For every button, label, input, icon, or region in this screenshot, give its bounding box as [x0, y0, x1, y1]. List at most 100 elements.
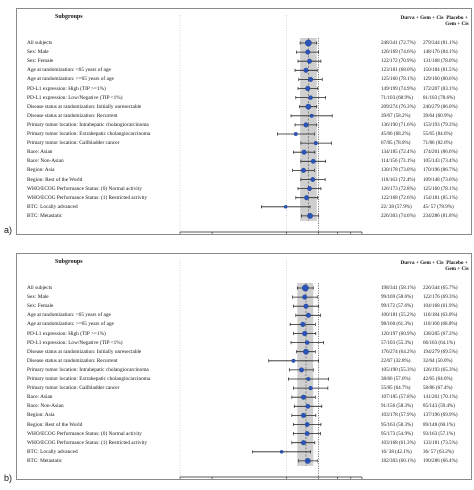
durva-events-value: 55/85 (64.7%) [381, 385, 411, 392]
placebo-events-value: 39/64 (60.9%) [423, 112, 453, 119]
placebo-events-value: 93/163 (57.1%) [423, 430, 455, 437]
panel-a-letter: a) [4, 225, 13, 235]
subgroup-label: Primary tumor location: Gallbladder canc… [27, 140, 120, 147]
hazard-ratio-point [283, 204, 288, 209]
subgroup-label: Region: Rest of the World [27, 421, 83, 428]
subgroup-label: Race: Asian [27, 394, 53, 401]
subgroup-label: WHO/ECOG Performance Status: (1) Restric… [27, 194, 148, 201]
durva-events-value: 248/341 (72.7%) [381, 40, 416, 46]
placebo-events-value: 153/193 (79.3%) [423, 121, 458, 128]
placebo-events-value: 131/168 (78.0%) [423, 58, 458, 65]
panel-b-frame: Subgroups Durva + Gem + Cis Placebo + Ge… [16, 253, 472, 480]
subgroup-label: PD-L1 expression: Low/Negative (TIP <1%) [27, 94, 123, 101]
durva-events-value: 22/67 (32.8%) [381, 357, 411, 364]
placebo-events-value: 133/181 (73.5%) [423, 439, 458, 446]
hazard-ratio-point [307, 186, 312, 192]
placebo-events-value: 36/ 57 (63.2%) [423, 448, 454, 455]
panel-b-letter: b) [4, 473, 13, 483]
placebo-events-value: 109/148 (73.6%) [423, 176, 458, 183]
durva-events-value: 123/181 (68.0%) [381, 67, 416, 74]
hazard-ratio-point [293, 131, 298, 136]
subgroup-label: Disease status at randomization: Recurre… [27, 112, 118, 119]
panel-b-header-subgroups: Subgroups [55, 259, 83, 265]
durva-events-value: 126/169 (74.6%) [381, 49, 416, 56]
hazard-ratio-point [305, 103, 312, 110]
placebo-events-value: 81/103 (78.6%) [423, 94, 455, 101]
durva-events-value: 105/190 (55.3%) [381, 366, 416, 373]
durva-events-value: 100/181 (55.2%) [381, 312, 416, 319]
placebo-events-value: 104/168 (61.9%) [423, 303, 458, 310]
panel-b-header-col1: Durva + Gem + Cis [400, 260, 444, 266]
durva-events-value: 57/103 (55.3%) [381, 339, 413, 346]
subgroup-label: All subjects [27, 285, 53, 291]
hazard-ratio-point [279, 449, 284, 454]
placebo-events-value: 174/201 (86.6%) [423, 149, 458, 156]
hazard-ratio-point [304, 422, 310, 427]
subgroup-label: Race: Asian [27, 149, 53, 156]
placebo-events-value: 125/160 (78.1%) [423, 185, 458, 192]
durva-events-value: 38/66 (57.6%) [381, 376, 411, 382]
subgroup-label: Sex: Female [27, 58, 54, 65]
subgroup-label: Age at randomization: <65 years of age [27, 312, 111, 319]
subgroup-label: Primary tumor location: Extrahepatic cho… [27, 131, 151, 137]
durva-events-value: 98/160 (61.3%) [381, 321, 413, 328]
subgroup-label: Sex: Female [27, 303, 54, 310]
subgroup-label: Region: Asia [27, 167, 55, 174]
subgroup-label: PD-L1 expression: High (TIP >=1%) [27, 330, 106, 337]
placebo-events-value: 170/196 (86.7%) [423, 167, 458, 174]
durva-events-value: 91/156 (58.3%) [381, 403, 413, 410]
hazard-ratio-point [304, 431, 310, 437]
durva-events-value: 71/103 (68.9%) [381, 94, 413, 101]
hazard-ratio-point [301, 149, 307, 155]
hazard-ratio-point [313, 141, 318, 146]
subgroup-label: Region: Rest of the World [27, 176, 83, 183]
durva-events-value: 149/199 (74.9%) [381, 85, 416, 92]
subgroup-label: Sex: Male [27, 294, 49, 301]
subgroup-label: PD-L1 expression: Low/Negative (TIP <1%) [27, 339, 123, 346]
hazard-ratio-point [300, 321, 306, 327]
placebo-events-value: 89/148 (60.1%) [423, 421, 455, 428]
subgroup-label: WHO/ECOG Performance Status: (0) Normal … [27, 430, 142, 437]
placebo-events-value: 234/286 (81.8%) [423, 212, 458, 219]
placebo-events-value: 150/184 (81.5%) [423, 67, 458, 74]
hazard-ratio-point [304, 39, 312, 47]
durva-events-value: 136/190 (71.6%) [381, 121, 416, 128]
subgroup-label: Sex: Male [27, 49, 49, 56]
durva-events-value: 134/185 (72.4%) [381, 149, 416, 156]
panel-b-header-col2: Placebo + Gem + Cis [445, 260, 469, 272]
subgroup-label: Race: Non-Asian [27, 158, 64, 165]
hazard-ratio-point [304, 457, 311, 464]
durva-events-value: 126/173 (72.8%) [381, 185, 416, 192]
hazard-ratio-point [300, 394, 306, 400]
durva-events-value: 114/156 (73.1%) [381, 158, 416, 165]
subgroup-label: Age at randomization: >=65 years of age [27, 76, 114, 83]
durva-events-value: 122/172 (70.9%) [381, 58, 416, 65]
hazard-ratio-point [305, 403, 311, 409]
hazard-ratio-point [306, 58, 312, 64]
durva-events-value: 176/274 (64.2%) [381, 348, 416, 355]
panel-a-header-subgroups: Subgroups [55, 14, 83, 20]
overall-ci-band [297, 283, 314, 466]
durva-events-value: 130/178 (73.0%) [381, 167, 416, 174]
panel-b-forest-plot: 0.050.10.511.522.55 [179, 260, 363, 479]
placebo-events-value: 122/176 (69.3%) [423, 294, 458, 301]
durva-events-value: 45/66 (68.2%) [381, 131, 411, 137]
placebo-events-value: 194/279 (69.5%) [423, 348, 458, 355]
placebo-events-value: 71/86 (82.6%) [423, 140, 453, 147]
durva-events-value: 95/163 (58.3%) [381, 421, 413, 428]
placebo-events-value: 279/344 (81.1%) [423, 40, 458, 46]
hazard-ratio-point [291, 358, 296, 363]
hazard-ratio-point [300, 412, 306, 418]
subgroup-label: Disease status at randomization: Recurre… [27, 357, 118, 364]
placebo-events-value: 45/ 57 (78.9%) [423, 203, 454, 210]
durva-events-value: 122/168 (72.6%) [381, 194, 416, 201]
hazard-ratio-point [308, 386, 313, 391]
panel-a-forest-plot: 0.050.10.511.522.55 [179, 15, 363, 234]
subgroup-label: WHO/ECOG Performance Status: (1) Restric… [27, 439, 148, 446]
subgroup-label: BTC: Locally advanced [27, 203, 78, 210]
durva-events-value: 125/160 (78.1%) [381, 76, 416, 83]
durva-events-value: 226/303 (74.6%) [381, 212, 416, 219]
placebo-events-value: 55/65 (84.6%) [423, 131, 453, 137]
subgroup-label: Primary tumor location: Intrahepatic cho… [27, 366, 149, 373]
durva-events-value: 16/ 38 (42.1%) [381, 448, 412, 455]
